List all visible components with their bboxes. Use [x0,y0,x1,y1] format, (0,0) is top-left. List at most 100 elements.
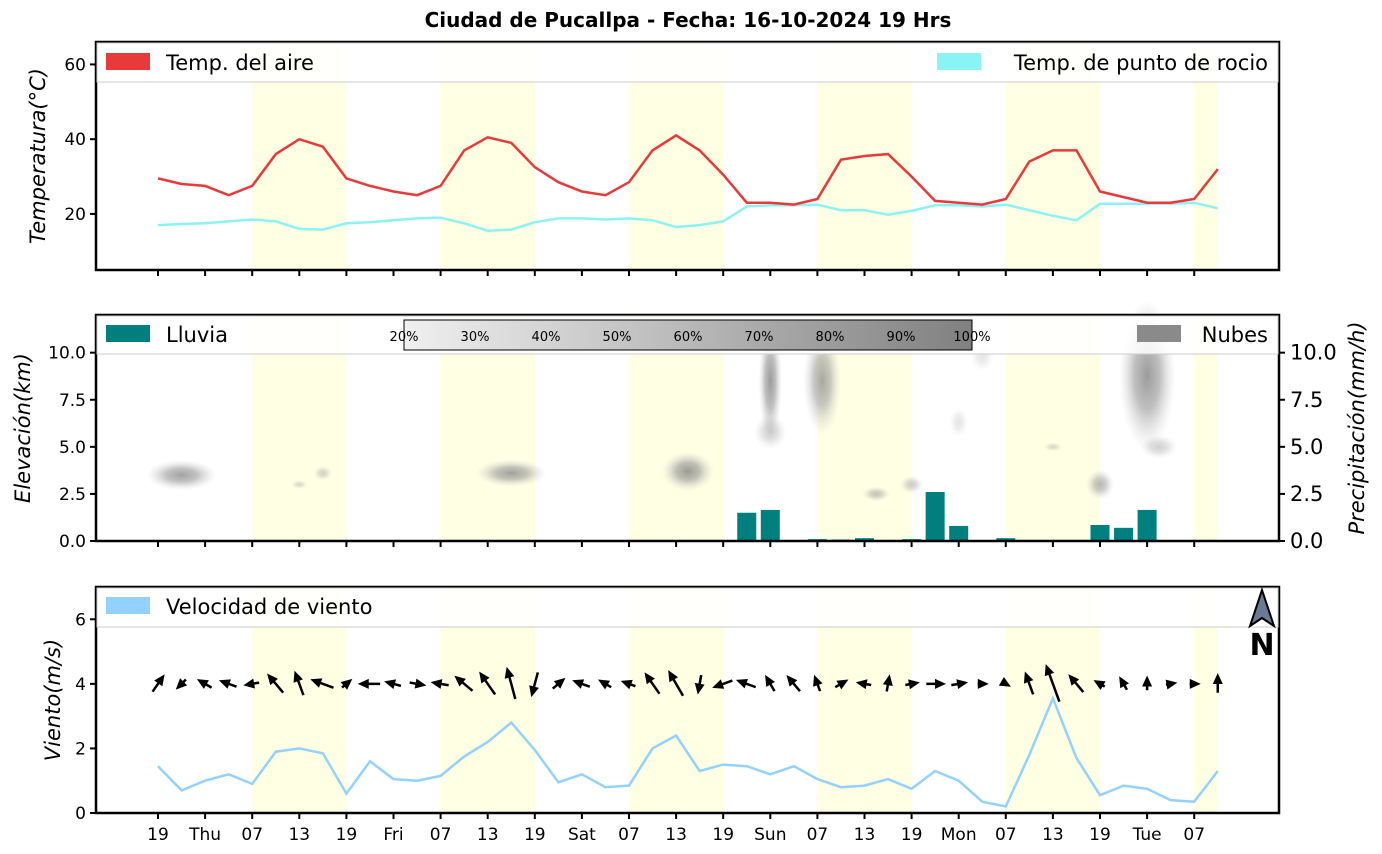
cloud-blob [475,459,547,487]
colorbar-label: 30% [461,330,490,345]
wind-arrow-head [310,678,323,688]
wind-arrow-head [479,671,490,684]
wind-arrow-head [340,678,353,690]
y-tick-label: 60 [64,55,86,75]
wind-arrow [644,672,661,695]
rain-bar [855,538,874,541]
x-tick-label: Sun [754,825,786,845]
wind-arrow-shaft [648,678,661,695]
cloud-blob [661,451,714,491]
wind-arrow [882,674,893,692]
colorbar-label: 60% [674,330,703,345]
legend-swatch-temp [106,53,150,70]
wind-arrow-head [644,672,655,685]
wind-arrow [712,679,733,689]
cloud-blob [862,486,891,502]
cloud-blob [1140,434,1178,459]
x-tick-label: 13 [1042,825,1064,845]
x-tick-label: 19 [524,825,546,845]
wind-arrow [1044,664,1061,703]
temperature-ylabel: Temperatura(°C) [26,68,50,244]
wind-arrow-head [1212,673,1223,685]
wind-arrow [430,679,449,689]
y-tick-label: 20 [64,205,86,225]
y-tick-label: 7.5 [59,391,86,411]
wind-arrow [1093,680,1106,690]
x-tick-label: 19 [336,825,358,845]
panel-wind: Velocidad de viento N 0 2 4 6 Viento(m/s) [41,585,1281,824]
cloud-blob [753,413,787,450]
wind-arrow [765,674,776,692]
wind-arrow-head [1189,678,1201,689]
wind-arrow [479,671,497,696]
wind-arrow [905,679,920,690]
panel-rain-clouds: Lluvia Nubes 20% 30% 40% 50% 60% 70% 80% 90% 100… [11,299,1369,553]
wind-arrow-head [267,673,278,686]
legend-swatch-cloud [1137,325,1181,342]
wind-arrow-shaft [1047,671,1061,703]
elevation-ylabel: Elevación(km) [11,353,35,503]
wind-arrow [786,675,801,692]
x-tick-label: Fri [383,825,403,845]
x-tick-label: 07 [430,825,452,845]
wind-arrow [1142,675,1153,691]
legend-swatch-dew [937,53,981,70]
y-tick-label: 0 [75,804,86,824]
y-tick-label-right: 0.0 [1290,529,1323,553]
wind-arrow-shaft [507,674,517,700]
wind-arrow [1119,676,1129,691]
wind-arrow [175,678,188,690]
wind-arrow [598,679,612,690]
wind-arrow-head [454,675,466,687]
y-tick-label-right: 5.0 [1290,435,1323,459]
rain-bar [996,538,1016,541]
cloud-blob [291,479,308,490]
y-tick-label: 4 [75,675,86,695]
wind-arrow-head [694,682,705,695]
wind-arrow [1068,674,1085,693]
y-tick-label: 6 [75,610,86,630]
wind-arrow [855,679,872,690]
wind-arrow-head [414,678,427,689]
x-tick-label: Tue [1132,825,1162,845]
x-tick-label: 07 [618,825,640,845]
wind-arrow-head [1023,671,1034,684]
dew-point-line [157,201,1219,233]
wind-arrow-head [598,679,611,690]
x-tick-label: Mon [941,825,977,845]
x-tick-label: 13 [665,825,687,845]
cloud-blob [949,407,969,438]
rain-bar [1090,524,1110,541]
y-tick-label-right: 7.5 [1290,388,1323,412]
wind-arrow-head [196,679,209,689]
wind-arrow-head [712,679,725,689]
wind-arrow [551,677,566,690]
wind-arrow-head [175,678,188,690]
x-tick-label: 19 [1089,825,1111,845]
y-tick-label: 10.0 [48,344,86,364]
rain-bar [925,492,945,541]
temperature-line [157,133,1219,206]
wind-arrow-head [1093,680,1106,690]
x-tick-label: 19 [712,825,734,845]
wind-arrow [293,670,305,696]
cloud-blob [1043,442,1063,452]
wind-arrow [384,679,402,690]
x-tick-label: 07 [807,825,829,845]
y-tick-label: 2.5 [59,485,86,505]
wind-arrow-head [430,679,443,689]
wind-arrow-head [218,679,231,689]
temperature-legend [96,42,1279,83]
wind-arrow-head [384,679,397,690]
colorbar-label: 80% [816,330,845,345]
wind-arrow-shaft [671,676,685,697]
y-tick-label: 0.0 [59,532,86,552]
wind-arrow [735,678,757,689]
wind-arrow-head [243,678,255,689]
wind-arrow-head [572,679,585,689]
precipitation-ylabel: Precipitación(mm/h) [1345,321,1369,534]
x-tick-label: Thu [188,825,221,845]
wind-arrow [834,679,849,690]
legend-swatch-rain [106,325,150,342]
